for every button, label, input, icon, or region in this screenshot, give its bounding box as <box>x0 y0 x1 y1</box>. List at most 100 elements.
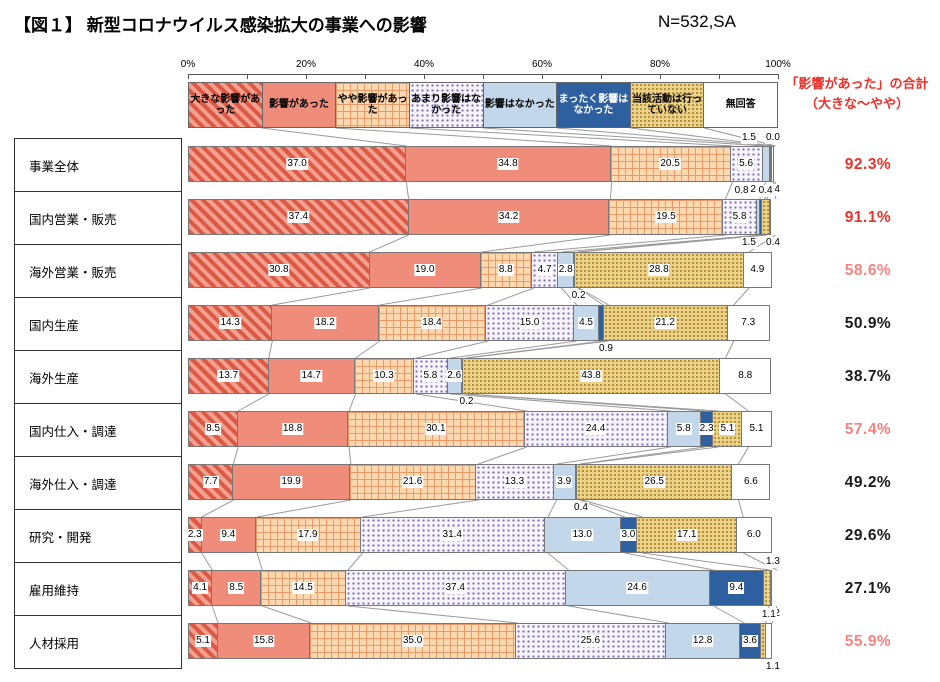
bar-segment: 13.3 <box>475 464 554 500</box>
legend-item: あまり影響はなかった <box>408 82 484 128</box>
bar-segment: 15.8 <box>217 623 311 659</box>
stacked-bar: 13.7 14.7 10.3 5.8 2.6 43.8 8.8 <box>188 358 772 394</box>
bar-segment: 5.1 <box>741 411 772 447</box>
legend-label: 影響はなかった <box>484 99 555 111</box>
bar-segment: 24.6 <box>564 570 710 606</box>
value-label: 7.3 <box>740 317 757 329</box>
category-label: 海外営業・販売 <box>14 244 182 298</box>
bar-segment: 30.1 <box>347 411 525 447</box>
legend-label: あまり影響はなかった <box>411 93 482 117</box>
legend-item: 影響があった <box>261 82 337 128</box>
bar-segment: 37.0 <box>188 146 407 182</box>
value-label: 15.0 <box>518 317 541 329</box>
bar-segment: 3.6 <box>739 623 761 659</box>
value-label: 4.1 <box>192 582 209 594</box>
value-label: 18.4 <box>421 317 443 329</box>
connector-line <box>347 552 364 571</box>
connector-line <box>348 393 357 412</box>
value-label: 5.1 <box>195 635 211 647</box>
value-label: 30.8 <box>268 264 290 276</box>
value-label: 10.3 <box>373 370 395 382</box>
axis-tick <box>365 74 366 79</box>
connector-line <box>467 340 609 359</box>
connector-line <box>262 605 312 624</box>
bar-segment: 24.4 <box>523 411 668 447</box>
legend-label: 大きな影響があった <box>190 93 261 117</box>
value-label: 1.5 <box>741 237 757 249</box>
category-label: 国内営業・販売 <box>14 191 182 245</box>
bar-segment: 19.9 <box>232 464 350 500</box>
connector-line <box>355 340 381 359</box>
connector-line <box>581 499 643 518</box>
bar-row: 37.4 34.2 19.5 5.8 0.8 0.4 1.5 0.4 <box>188 185 781 249</box>
bar-segment: 2.6 <box>446 358 463 394</box>
value-label: 2.3 <box>186 529 203 541</box>
total-value: 55.9% <box>844 632 892 650</box>
bar-segment: 7.7 <box>188 464 234 500</box>
bar-row: 2.3 9.4 17.9 31.4 13.0 3.0 17.1 6.0 <box>186 509 778 562</box>
connector-line <box>533 234 726 253</box>
value-label: 8.5 <box>205 423 222 435</box>
axis-tick <box>601 74 602 79</box>
stacked-bar: 14.3 18.2 18.4 15.0 4.5 21.2 7.3 <box>188 305 770 341</box>
connector-line <box>579 234 767 253</box>
legend-label: やや影響があった <box>337 93 408 117</box>
bar-segment: 8.5 <box>188 411 239 447</box>
bar-segment: 15.0 <box>485 305 574 341</box>
bar-segment <box>769 570 772 606</box>
bar-row: 4.18.514.537.424.69.41.30.2 <box>188 556 781 620</box>
value-label: 0.4 <box>757 185 774 197</box>
connector-line <box>556 127 775 147</box>
value-label: 34.2 <box>497 211 520 223</box>
value-label: 4.7 <box>536 264 553 276</box>
axis-tick-label: 80% <box>649 59 671 70</box>
value-label: 3.0 <box>620 529 637 541</box>
axis-tick-label: 100% <box>765 59 791 70</box>
connector-line <box>582 446 719 465</box>
category-label: 海外生産 <box>14 350 182 404</box>
bar-segment: 37.4 <box>344 570 566 606</box>
bar-segment: 14.5 <box>260 570 346 606</box>
bar-segment: 13.0 <box>543 517 621 553</box>
value-label: 0.2 <box>570 290 587 302</box>
stacked-bar: 8.5 18.8 30.1 24.4 5.8 2.3 5.1 5.1 <box>188 411 772 447</box>
value-label: 6.0 <box>745 529 762 541</box>
bar-segment: 4.7 <box>530 252 559 288</box>
value-label: 13.3 <box>503 476 526 488</box>
connector-line <box>450 340 577 359</box>
connector-line <box>272 287 370 306</box>
category-label: 雇用維持 <box>14 562 182 616</box>
value-label: 5.8 <box>422 370 439 382</box>
value-label: 37.4 <box>444 582 466 594</box>
bar-row: 5.1 15.8 35.0 25.6 12.8 3.6 1.1 1.1 <box>188 609 781 673</box>
legend: 大きな影響があった 影響があった やや影響があった あまり影響はなかった 影響はなかった… <box>188 82 778 128</box>
value-label: 14.3 <box>219 317 241 329</box>
bar-segment: 7.3 <box>726 305 770 341</box>
total-value: 50.9% <box>844 314 892 332</box>
value-label: 8.8 <box>737 370 754 382</box>
bar-segment: 21.2 <box>602 305 728 341</box>
connector-line <box>335 127 612 147</box>
connector-line <box>642 552 770 571</box>
value-label: 0.9 <box>598 343 614 355</box>
value-label: 8.8 <box>497 264 514 276</box>
totals-column: 92.3% 91.1% 58.6% 50.9% 38.7% 57.4% 49.2% 29.6%… <box>798 138 938 672</box>
connector-line <box>713 605 745 624</box>
bar-segment: 4.9 <box>742 252 772 288</box>
value-label: 1.1 <box>765 661 781 673</box>
bar-segment: 28.8 <box>573 252 744 288</box>
value-label: 1.1 <box>760 609 777 621</box>
total-value: 49.2% <box>844 473 892 491</box>
category-column: 事業全体 国内営業・販売 海外営業・販売 国内生産 海外生産 国内仕入・調達 海外仕入・調達… <box>14 138 182 670</box>
category-label: 国内生産 <box>14 297 182 351</box>
value-label: 43.8 <box>580 370 602 382</box>
bar-segment: 8.8 <box>719 358 772 394</box>
connector-line <box>488 287 534 306</box>
connector-line <box>547 499 558 518</box>
bar-segment <box>771 146 774 182</box>
connector-line <box>725 393 749 412</box>
legend-label: 当該活動は行っていない <box>632 93 703 117</box>
legend-item: 無回答 <box>703 82 778 128</box>
value-label: 8.5 <box>228 582 245 594</box>
connector-line <box>256 552 263 571</box>
